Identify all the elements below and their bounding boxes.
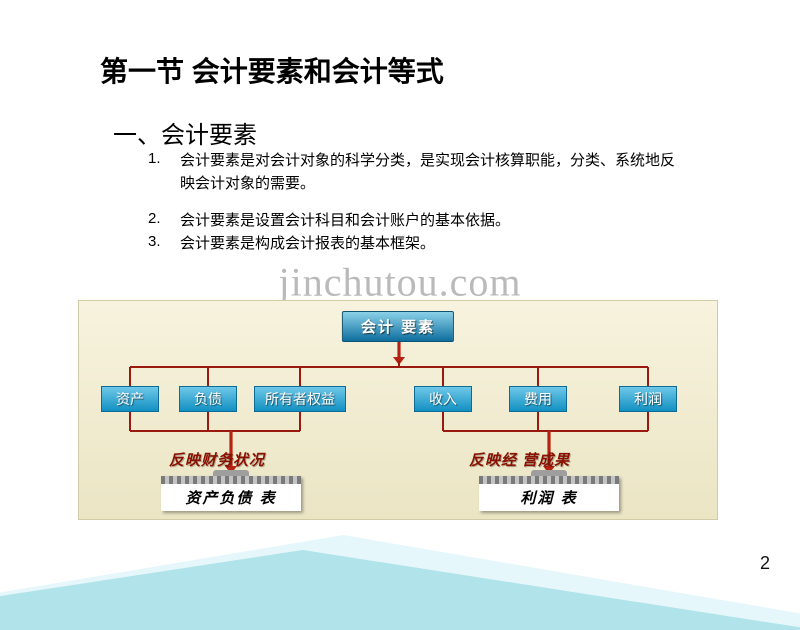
clipboard-1: 利润 表 xyxy=(479,476,619,511)
watermark-text: jinchutou.com xyxy=(279,259,522,306)
list-number: 3. xyxy=(148,233,161,250)
clipboard-0: 资产负债 表 xyxy=(161,476,301,511)
bg-triangle xyxy=(0,550,800,630)
group-label-0: 反映财务状况 xyxy=(169,449,265,470)
group-label-1: 反映经 营成果 xyxy=(469,449,570,470)
root-node: 会计 要素 xyxy=(342,311,454,342)
clipboard-label: 资产负债 表 xyxy=(185,487,276,508)
list-item-text: 会计要素是设置会计科目和会计账户的基本依据。 xyxy=(180,210,680,233)
list-item-text: 会计要素是构成会计报表的基本框架。 xyxy=(180,233,680,256)
node-profit: 利润 xyxy=(619,386,677,412)
list-number: 2. xyxy=(148,210,161,227)
node-revenue: 收入 xyxy=(414,386,472,412)
clipboard-label: 利润 表 xyxy=(520,487,577,508)
node-expense: 费用 xyxy=(509,386,567,412)
node-equity: 所有者权益 xyxy=(254,386,346,412)
node-asset: 资产 xyxy=(101,386,159,412)
node-liab: 负债 xyxy=(179,386,237,412)
flowchart: 会计 要素 资产负债所有者权益 收入 费用 利润反映财务状况资产负债 表 反映经 营成果… xyxy=(78,300,718,520)
slide-title: 第一节 会计要素和会计等式 xyxy=(100,50,444,90)
list-item-text: 会计要素是对会计对象的科学分类，是实现会计核算职能，分类、系统地反映会计对象的需… xyxy=(180,150,680,195)
page-number: 2 xyxy=(760,553,770,574)
list-number: 1. xyxy=(148,150,161,167)
section-heading: 一、会计要素 xyxy=(113,115,257,150)
